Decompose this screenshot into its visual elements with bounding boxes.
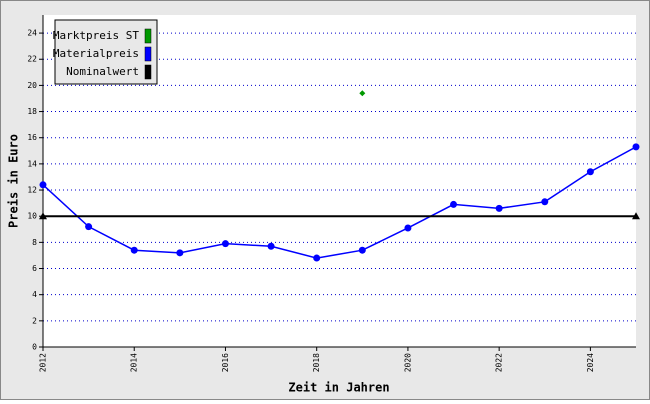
y-tick-label: 18 [27,107,37,116]
x-tick-label: 2014 [130,353,139,372]
point [632,143,640,151]
legend-label: Marktpreis ST [53,29,139,42]
legend-swatch [144,46,152,62]
legend: Marktpreis ST Materialpreis Nominalwert [53,19,158,85]
y-tick-label: 20 [27,81,37,90]
point [39,212,47,220]
legend-label: Nominalwert [66,65,139,78]
point [495,204,503,212]
point [267,242,275,250]
point [176,249,184,257]
y-tick-label: 4 [32,290,37,299]
x-axis-label: Zeit in Jahren [288,381,389,395]
point [359,90,366,97]
y-tick-label: 8 [32,238,37,247]
legend-swatch [144,64,152,80]
legend-label: Materialpreis [53,47,139,60]
point [85,223,93,231]
y-tick-label: 12 [27,186,37,195]
x-tick-label: 2012 [39,353,48,372]
point [632,212,640,220]
point [221,240,229,248]
x-tick-label: 2022 [495,353,504,372]
legend-swatch [144,28,152,44]
x-tick-label: 2024 [586,353,595,372]
y-axis-label: Preis in Euro [7,134,21,228]
point [404,224,412,232]
legend-box [54,19,158,85]
y-tick-label: 16 [27,133,37,142]
y-tick-label: 0 [32,343,37,352]
point [541,198,549,206]
y-tick-label: 10 [27,212,37,221]
y-tick-label: 6 [32,264,37,273]
point [450,200,458,208]
point [358,246,366,254]
x-tick-label: 2016 [221,353,230,372]
x-tick-label: 2020 [403,353,412,372]
y-tick-label: 24 [27,29,37,38]
y-tick-label: 2 [32,316,37,325]
y-tick-label: 14 [27,159,37,168]
point [130,246,138,254]
y-tick-label: 22 [27,55,37,64]
point [39,181,47,189]
x-tick-label: 2018 [312,353,321,372]
point [586,168,594,176]
point [313,254,321,262]
series-line [42,146,637,259]
